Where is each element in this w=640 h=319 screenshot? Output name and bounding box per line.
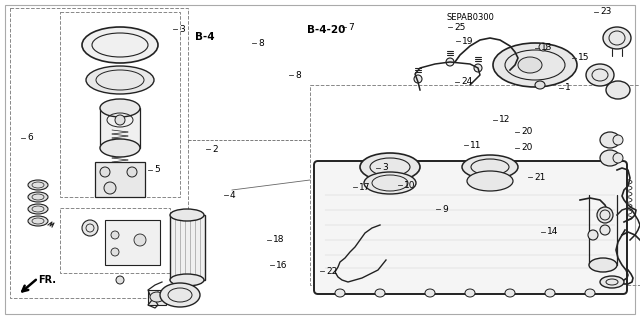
- Ellipse shape: [505, 289, 515, 297]
- Circle shape: [100, 167, 110, 177]
- Text: 3: 3: [179, 25, 185, 33]
- Ellipse shape: [425, 289, 435, 297]
- Text: 20: 20: [521, 128, 532, 137]
- Circle shape: [597, 207, 613, 223]
- Bar: [310, 85, 640, 285]
- Text: 3: 3: [382, 164, 388, 173]
- Circle shape: [474, 64, 482, 72]
- Text: FR.: FR.: [38, 275, 56, 285]
- Ellipse shape: [600, 132, 620, 148]
- Bar: [100, 108, 140, 148]
- Text: 4: 4: [230, 190, 236, 199]
- Ellipse shape: [150, 292, 164, 302]
- Ellipse shape: [335, 289, 345, 297]
- Ellipse shape: [360, 153, 420, 181]
- Ellipse shape: [600, 150, 620, 166]
- Circle shape: [539, 43, 547, 51]
- Ellipse shape: [467, 171, 513, 191]
- Text: 20: 20: [521, 144, 532, 152]
- Ellipse shape: [28, 192, 48, 202]
- Bar: [170, 215, 205, 280]
- Text: 10: 10: [404, 181, 415, 189]
- Circle shape: [116, 276, 124, 284]
- Text: 6: 6: [27, 133, 33, 143]
- Ellipse shape: [170, 274, 204, 286]
- Bar: [60, 12, 180, 197]
- Circle shape: [600, 225, 610, 235]
- Circle shape: [613, 135, 623, 145]
- Bar: [60, 208, 170, 273]
- Ellipse shape: [603, 27, 631, 49]
- Ellipse shape: [535, 81, 545, 89]
- Ellipse shape: [545, 289, 555, 297]
- Text: 12: 12: [499, 115, 510, 124]
- Text: 1: 1: [565, 84, 571, 93]
- Text: 7: 7: [348, 23, 354, 32]
- Text: 21: 21: [534, 173, 545, 182]
- Ellipse shape: [465, 289, 475, 297]
- Circle shape: [111, 231, 119, 239]
- Circle shape: [111, 248, 119, 256]
- Circle shape: [613, 153, 623, 163]
- Ellipse shape: [364, 172, 416, 194]
- Ellipse shape: [86, 66, 154, 94]
- Ellipse shape: [606, 81, 630, 99]
- Ellipse shape: [589, 258, 617, 272]
- Text: 17: 17: [359, 182, 371, 191]
- Text: B-4: B-4: [195, 32, 214, 42]
- Text: 2: 2: [212, 145, 218, 153]
- Text: 5: 5: [154, 166, 160, 174]
- Text: 25: 25: [454, 23, 465, 32]
- Ellipse shape: [28, 204, 48, 214]
- Bar: [10, 8, 188, 298]
- Text: 15: 15: [578, 54, 589, 63]
- Ellipse shape: [585, 289, 595, 297]
- Text: 11: 11: [470, 140, 481, 150]
- Text: 8: 8: [295, 70, 301, 79]
- Ellipse shape: [82, 27, 158, 63]
- Text: 23: 23: [600, 8, 611, 17]
- Bar: [95, 162, 145, 197]
- Circle shape: [446, 58, 454, 66]
- Circle shape: [127, 167, 137, 177]
- Circle shape: [82, 220, 98, 236]
- Bar: [105, 220, 160, 265]
- Circle shape: [115, 115, 125, 125]
- Ellipse shape: [28, 216, 48, 226]
- Circle shape: [134, 234, 146, 246]
- Text: 13: 13: [541, 43, 552, 53]
- Text: 24: 24: [461, 78, 472, 86]
- Ellipse shape: [170, 209, 204, 221]
- Ellipse shape: [160, 283, 200, 307]
- Ellipse shape: [518, 57, 542, 73]
- Text: 9: 9: [442, 204, 448, 213]
- Circle shape: [588, 230, 598, 240]
- Text: 22: 22: [326, 266, 337, 276]
- Ellipse shape: [462, 155, 518, 179]
- Text: B-4-20: B-4-20: [307, 25, 346, 35]
- Text: 14: 14: [547, 227, 558, 236]
- Circle shape: [414, 75, 422, 83]
- Bar: [148, 290, 166, 305]
- Text: SEPAB0300: SEPAB0300: [447, 13, 494, 22]
- Ellipse shape: [100, 139, 140, 157]
- Ellipse shape: [100, 99, 140, 117]
- Ellipse shape: [586, 64, 614, 86]
- FancyBboxPatch shape: [314, 161, 627, 294]
- Circle shape: [104, 182, 116, 194]
- Text: 19: 19: [462, 36, 474, 46]
- Ellipse shape: [493, 43, 577, 87]
- Ellipse shape: [375, 289, 385, 297]
- Text: 18: 18: [273, 235, 285, 244]
- Text: 16: 16: [276, 261, 287, 270]
- Text: 8: 8: [258, 39, 264, 48]
- Ellipse shape: [600, 276, 624, 288]
- Ellipse shape: [28, 180, 48, 190]
